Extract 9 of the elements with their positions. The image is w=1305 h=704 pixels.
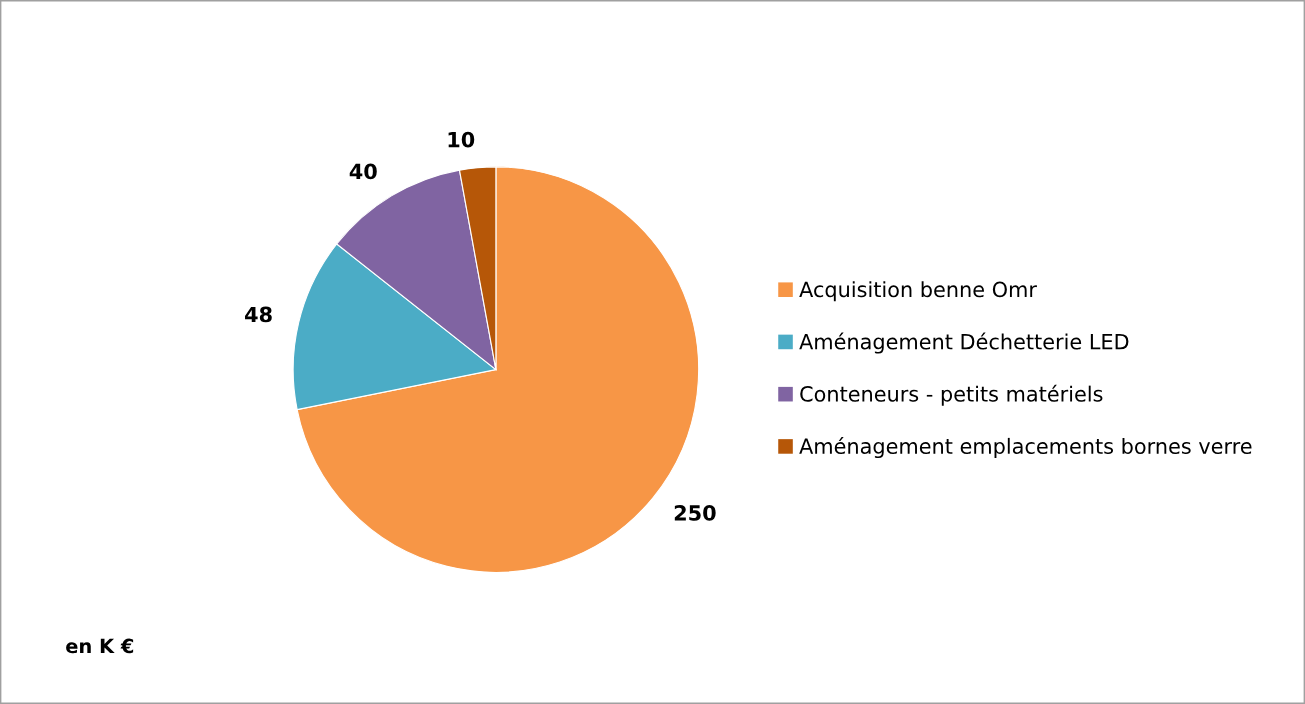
data-label: 48: [245, 306, 272, 323]
legend-label: Aménagement emplacements bornes verre: [799, 437, 1252, 459]
legend-label: Acquisition benne Omr: [799, 281, 1037, 302]
text: en K €: [66, 638, 134, 654]
data-label: 250: [674, 505, 716, 521]
legend-label: Aménagement Déchetterie LED: [799, 332, 1129, 354]
data-label: 10: [448, 131, 475, 148]
legend-label: Conteneurs - petits matériels: [800, 384, 1103, 406]
data-label: 40: [349, 163, 377, 180]
